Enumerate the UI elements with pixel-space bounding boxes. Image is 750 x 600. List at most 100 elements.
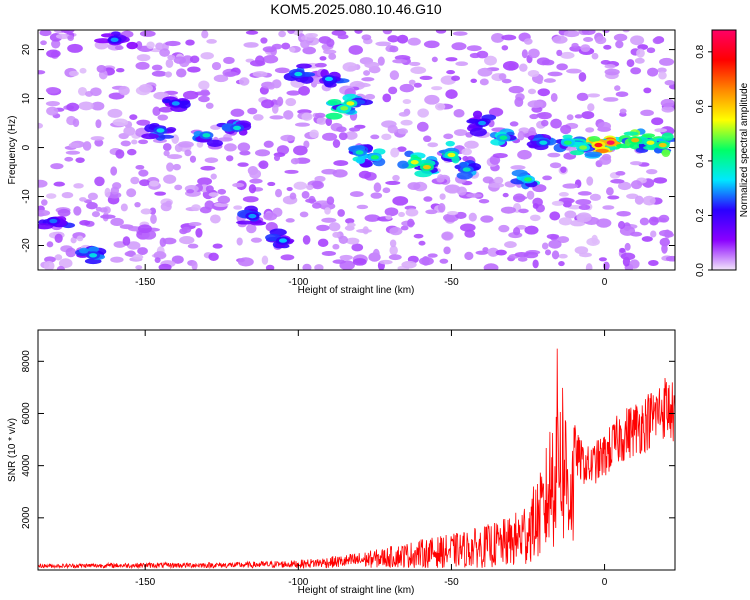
spectrogram-cell [602,205,615,210]
spectrogram-cell [606,187,614,196]
spectrogram-cell [348,45,363,55]
spectrogram-cell [418,256,434,266]
spectrogram-cell [643,87,652,94]
spectrogram-cell [577,191,592,196]
spectrogram-cell [322,132,338,141]
spectrogram-cell [182,90,199,100]
spectrogram-cell [447,152,456,158]
spectrogram-cell [58,258,73,269]
spectrogram-cell [630,35,645,46]
spectrogram-cell [280,134,296,142]
spectrogram-y-tick-label: 10 [21,93,32,105]
spectrogram-cell [445,57,458,62]
spectrogram-cell [558,217,573,226]
spectrogram-cell [136,54,151,62]
spectrogram-cell [130,176,140,185]
spectrogram-cell [314,62,327,68]
spectrogram-cell [185,39,195,46]
spectrogram-cell [224,143,237,152]
spectrogram-cell [38,209,51,217]
spectrogram-cell [269,115,284,120]
spectrogram-cell [461,148,472,156]
spectrogram-cell [179,236,195,245]
spectrogram-cell [165,59,174,68]
spectrogram-cell [536,113,547,118]
spectrogram-cell [38,179,48,188]
spectrogram-cell [469,127,487,137]
spectrogram-cell [46,241,54,248]
spectrogram-cell [112,118,129,127]
spectrogram-cell [523,251,539,259]
spectrogram-cell [528,127,536,137]
spectrogram-cell [517,130,525,141]
spectrogram-cell [65,247,77,258]
spectrogram-cell [217,188,227,195]
spectrogram-cell [165,40,181,47]
spectrogram-cell [338,132,348,141]
spectrogram-cell [389,227,403,236]
spectrogram-cell [372,248,380,259]
spectrogram-cell [414,170,433,178]
spectrogram-cell [502,192,509,198]
spectrogram-cell [262,46,277,53]
spectrogram-cell [189,55,200,64]
spectrogram-cell [363,70,371,76]
spectrogram-cell [163,174,177,184]
spectrogram-cell [72,118,80,128]
spectrogram-cell [110,217,124,227]
spectrogram-cell [602,30,610,34]
spectrogram-cell [300,39,310,49]
spectrogram-cell [613,33,628,42]
spectrogram-cell [68,70,79,77]
spectrogram-cell [226,155,234,162]
spectrogram-cell [46,49,61,58]
spectrogram-cell [413,82,422,88]
spectrogram-cell [348,127,361,132]
spectrogram-cell [423,196,433,202]
spectrogram-cell [437,203,446,213]
spectrogram-cell [237,142,251,152]
spectrogram-cell [620,252,636,261]
spectrogram-cell [604,68,620,76]
spectrogram-cell [110,166,118,176]
spectrogram-cell [640,109,654,117]
spectrogram-cell [90,87,102,97]
spectrogram-cell [407,218,415,228]
spectrogram-cell [314,264,324,270]
spectrogram-cell [191,260,198,270]
spectrogram-cell [287,30,296,34]
spectrogram-cell [455,211,467,219]
spectrogram-cell [54,233,63,244]
spectrogram-cell [84,258,102,265]
spectrogram-cell [631,138,640,143]
spectrogram-cell [410,66,427,74]
colorbar: 0.0 0.2 0.4 0.6 0.8 Normalized spectral ampl… [695,29,750,277]
spectrogram-cell [427,142,439,148]
spectrogram-cell [355,157,366,164]
spectrogram-cell [113,241,126,248]
spectrogram-cell [276,145,290,155]
spectrogram-cell [603,97,619,102]
spectrogram-cell [619,108,627,114]
spectrogram-cell [285,97,297,107]
spectrogram-cell [647,67,659,77]
spectrogram-cell [73,183,84,189]
spectrogram-cell [250,237,262,243]
spectrogram-cell [283,110,294,120]
spectrogram-cell [286,90,301,96]
spectrogram-cell [443,213,459,222]
spectrogram-cell [589,193,601,201]
spectrogram-cell [370,192,383,199]
colorbar-tick-label: 0.6 [695,99,706,113]
spectrogram-cell [132,254,144,260]
spectrogram-cell [135,61,150,70]
spectrogram-cell [333,160,349,167]
spectrogram-cell [381,133,392,141]
spectrogram-cell [232,182,245,188]
spectrogram-cell [236,220,254,225]
spectrogram-cell [370,134,380,140]
spectrogram-cell [642,133,655,138]
snr-x-tick-label: -50 [444,577,459,588]
spectrogram-cell [364,61,380,69]
spectrogram-cell [456,171,473,180]
